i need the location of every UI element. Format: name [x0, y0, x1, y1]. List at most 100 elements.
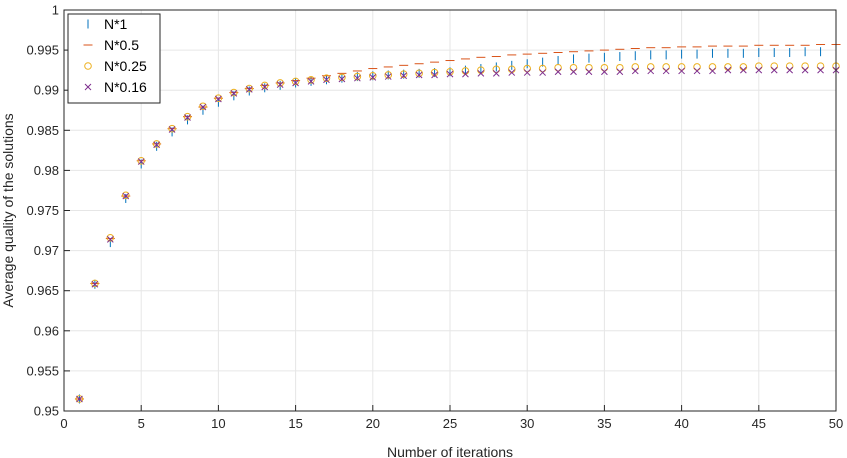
data-point	[539, 69, 546, 76]
data-point	[91, 279, 99, 288]
data-point	[755, 66, 763, 74]
x-tick-label: 15	[288, 416, 302, 431]
x-tick-label: 30	[520, 416, 534, 431]
legend-item: N*0.5	[83, 37, 139, 53]
data-point	[446, 67, 454, 76]
data-point	[323, 76, 330, 84]
y-tick-label: 0.985	[26, 123, 59, 138]
y-tick-label: 0.965	[26, 283, 59, 298]
y-tick-label: 0.975	[26, 203, 59, 218]
y-tick-label: 0.99	[34, 83, 59, 98]
data-point	[662, 67, 670, 75]
data-point	[153, 141, 160, 149]
data-point	[616, 63, 624, 72]
data-point	[75, 395, 84, 403]
data-point	[770, 62, 779, 70]
y-tick-label: 0.995	[26, 43, 59, 58]
data-point	[801, 62, 809, 70]
data-point	[786, 66, 794, 74]
data-point	[678, 67, 685, 75]
data-point	[724, 66, 732, 74]
data-point	[199, 103, 207, 111]
data-point	[322, 74, 331, 82]
data-point	[168, 124, 176, 133]
legend-marker	[84, 62, 92, 70]
data-point	[215, 95, 222, 103]
data-point	[430, 68, 439, 77]
x-tick-label: 0	[60, 416, 67, 431]
data-point	[523, 69, 531, 76]
data-point	[600, 63, 609, 72]
data-point	[400, 72, 408, 80]
x-tick-label: 40	[674, 416, 688, 431]
legend: N*1 N*0.5 N*0.25 N*0.16	[67, 13, 161, 104]
x-tick-label: 45	[752, 416, 766, 431]
y-tick-label: 0.95	[34, 404, 59, 419]
data-point	[816, 62, 825, 70]
legend-label: N*0.16	[104, 79, 147, 95]
data-point	[354, 74, 361, 82]
data-point	[709, 67, 716, 75]
axis-ticks: 0 5 10 15 20 25 30 35 40 45 50 0.95 0.955 0.96 0.965 0.…	[26, 3, 843, 432]
data-point	[184, 114, 191, 121]
series-N*0.16	[76, 66, 840, 403]
data-point	[230, 90, 238, 97]
data-point	[585, 68, 593, 76]
data-point	[508, 69, 516, 76]
data-point	[338, 75, 346, 83]
data-point	[137, 156, 145, 165]
legend-item: N*0.16	[84, 79, 147, 95]
data-point	[431, 71, 438, 79]
data-point	[631, 67, 639, 75]
x-tick-label: 35	[597, 416, 611, 431]
data-point	[631, 63, 640, 71]
x-tick-label: 10	[211, 416, 225, 431]
data-point	[538, 64, 547, 73]
data-point	[291, 77, 300, 86]
data-point	[662, 63, 670, 71]
data-point	[261, 83, 269, 91]
data-point	[554, 68, 562, 76]
data-point	[570, 68, 577, 76]
legend-label: N*1	[104, 16, 128, 32]
y-tick-label: 0.955	[26, 363, 59, 378]
data-point	[106, 236, 114, 243]
x-tick-label: 5	[138, 416, 145, 431]
data-point	[338, 73, 346, 82]
legend-box	[67, 13, 161, 104]
data-point	[554, 63, 562, 72]
y-axis-label: Average quality of the solutions	[0, 113, 16, 307]
x-axis-label: Number of iterations	[387, 444, 513, 458]
data-point	[152, 140, 161, 148]
data-point	[616, 68, 624, 76]
data-point	[292, 79, 299, 87]
data-point	[801, 66, 809, 74]
data-point	[106, 233, 115, 242]
data-point	[245, 84, 254, 93]
data-point	[708, 63, 717, 71]
data-point	[91, 280, 99, 288]
data-point	[276, 81, 284, 88]
data-point	[76, 395, 83, 403]
data-point	[122, 192, 130, 200]
data-point	[121, 191, 130, 200]
data-point	[245, 86, 253, 93]
data-point	[276, 79, 284, 87]
data-point	[353, 72, 362, 81]
data-point	[601, 68, 608, 76]
data-point	[569, 63, 578, 72]
legend-item: N*0.25	[84, 58, 147, 74]
legend-item: N*1	[87, 16, 128, 32]
data-point	[647, 67, 655, 75]
data-point	[770, 66, 778, 74]
data-point	[214, 94, 223, 103]
data-point	[183, 112, 192, 121]
y-tick-label: 0.96	[34, 323, 59, 338]
data-point	[693, 63, 701, 71]
data-point	[585, 63, 593, 72]
y-tick-label: 0.98	[34, 163, 59, 178]
data-point	[755, 62, 763, 70]
x-tick-label: 25	[443, 416, 457, 431]
y-tick-label: 0.97	[34, 243, 59, 258]
